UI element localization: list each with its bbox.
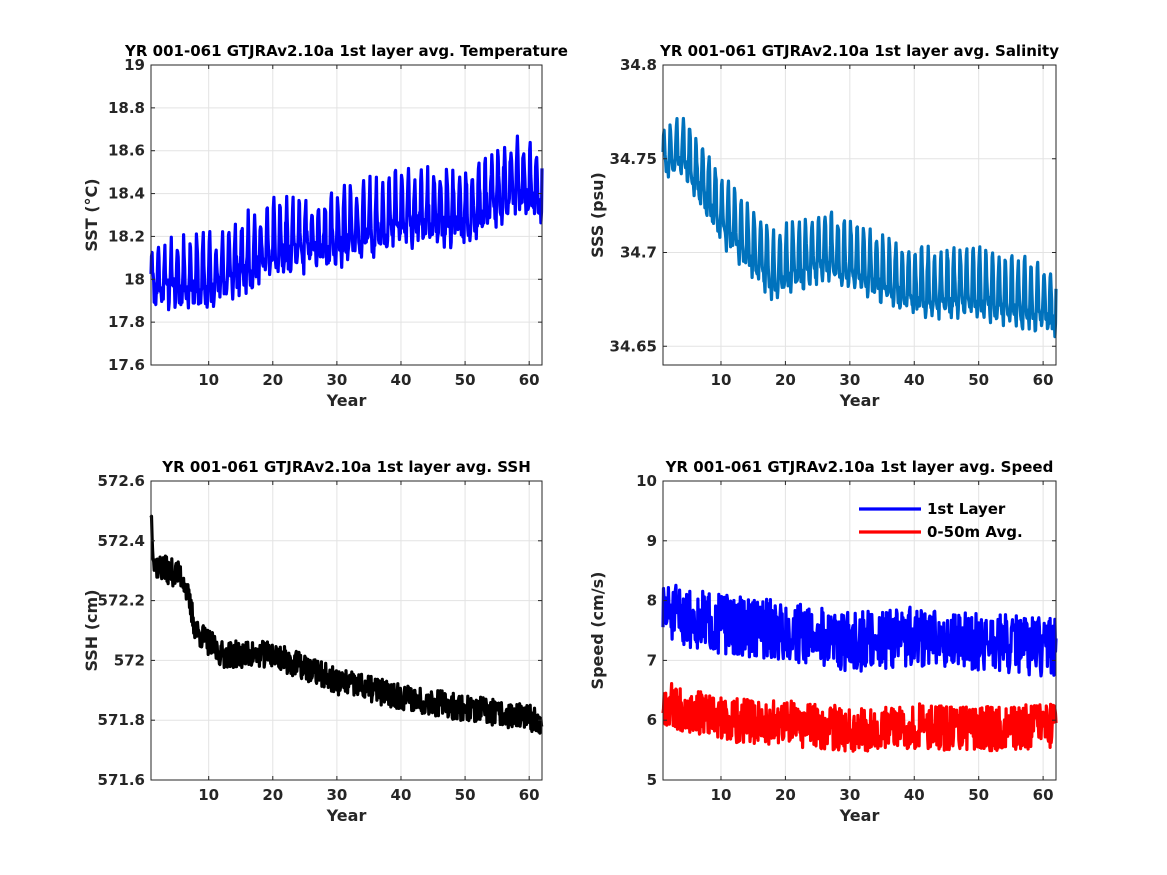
x-tick-label: 50 (455, 371, 476, 389)
x-tick-label: 10 (198, 371, 219, 389)
panel-temperature: 10 20 30 40 50 60 17.6 17.8 18 18.2 18.4 18.6 18.8 19… (82, 42, 568, 410)
y-tick-label: 18 (124, 270, 145, 288)
y-axis-label: SST (°C) (82, 178, 101, 251)
axes-box (662, 480, 1057, 781)
plot-area (151, 481, 542, 780)
y-tick-label: 5 (647, 771, 657, 789)
y-tick-label: 17.8 (108, 313, 145, 331)
y-tick-label: 8 (647, 592, 657, 610)
y-tick-label: 571.8 (98, 711, 145, 729)
legend-label: 0-50m Avg. (927, 523, 1023, 541)
x-tick-label: 50 (968, 786, 989, 804)
y-tick-label: 19 (124, 56, 145, 74)
x-tick-label: 30 (839, 371, 860, 389)
y-tick-label: 572.4 (98, 532, 145, 550)
y-axis-label: SSS (psu) (588, 172, 607, 258)
y-tick-label: 10 (636, 472, 657, 490)
series-line-speed-0 (661, 583, 1058, 678)
x-tick-label: 20 (262, 371, 283, 389)
chart-title: YR 001-061 GTJRAv2.10a 1st layer avg. Te… (124, 42, 568, 60)
chart-title: YR 001-061 GTJRAv2.10a 1st layer avg. Sp… (665, 458, 1054, 476)
x-tick-label: 60 (519, 786, 540, 804)
x-tick-label: 20 (775, 786, 796, 804)
x-tick-label: 10 (711, 786, 732, 804)
x-axis-label: Year (839, 806, 880, 825)
y-axis-label: Speed (cm/s) (588, 572, 607, 690)
y-axis-label: SSH (cm) (82, 589, 101, 671)
x-axis-label: Year (839, 391, 880, 410)
chart-title: YR 001-061 GTJRAv2.10a 1st layer avg. SS… (161, 458, 531, 476)
y-tick-label: 572 (114, 651, 145, 669)
y-tick-label: 18.8 (108, 99, 145, 117)
x-tick-label: 30 (326, 786, 347, 804)
panel-speed: 10 20 30 40 50 60 5 6 7 8 9 10 YR 001-061 GTJRAv2.10… (588, 458, 1058, 825)
series-line-salinity-0 (661, 116, 1058, 339)
y-tick-label: 571.6 (98, 771, 145, 789)
y-tick-label: 18.2 (108, 227, 145, 245)
axes-box (662, 64, 1057, 366)
y-tick-label: 572.2 (98, 592, 145, 610)
x-tick-label: 60 (1033, 371, 1054, 389)
x-tick-label: 60 (1033, 786, 1054, 804)
x-tick-label: 40 (904, 371, 925, 389)
x-tick-label: 40 (904, 786, 925, 804)
x-axis-label: Year (326, 806, 367, 825)
y-tick-label: 18.6 (108, 142, 145, 160)
y-tick-label: 34.65 (610, 337, 657, 355)
y-tick-label: 17.6 (108, 356, 145, 374)
x-tick-label: 60 (519, 371, 540, 389)
chart-title: YR 001-061 GTJRAv2.10a 1st layer avg. Sa… (659, 42, 1059, 60)
legend: 1st Layer 0-50m Avg. (859, 500, 1023, 541)
panel-salinity: 10 20 30 40 50 60 34.65 34.7 34.75 34.8YR 001-061… (588, 42, 1059, 410)
series-line-temperature-0 (149, 134, 544, 312)
axes-box (150, 480, 543, 781)
y-tick-label: 572.6 (98, 472, 145, 490)
axes-box (150, 64, 543, 366)
series-line-speed-1 (661, 682, 1058, 753)
y-tick-label: 6 (647, 711, 657, 729)
x-tick-label: 40 (391, 371, 412, 389)
x-tick-label: 10 (198, 786, 219, 804)
y-tick-label: 34.75 (610, 150, 657, 168)
legend-label: 1st Layer (927, 500, 1006, 518)
panel-ssh: 10 20 30 40 50 60 571.6 571.8 572 572.2 572.4 572.6… (82, 458, 544, 825)
x-tick-label: 50 (455, 786, 476, 804)
y-tick-label: 7 (647, 651, 657, 669)
x-axis-label: Year (326, 391, 367, 410)
x-tick-label: 10 (711, 371, 732, 389)
y-tick-label: 34.7 (620, 244, 657, 262)
series-line-ssh-0 (149, 514, 544, 735)
x-tick-label: 30 (326, 371, 347, 389)
x-tick-label: 30 (839, 786, 860, 804)
y-tick-label: 34.8 (620, 56, 657, 74)
y-tick-label: 18.4 (108, 185, 145, 203)
x-tick-label: 50 (968, 371, 989, 389)
x-tick-label: 40 (391, 786, 412, 804)
x-tick-label: 20 (775, 371, 796, 389)
x-tick-label: 20 (262, 786, 283, 804)
y-tick-label: 9 (647, 532, 657, 550)
